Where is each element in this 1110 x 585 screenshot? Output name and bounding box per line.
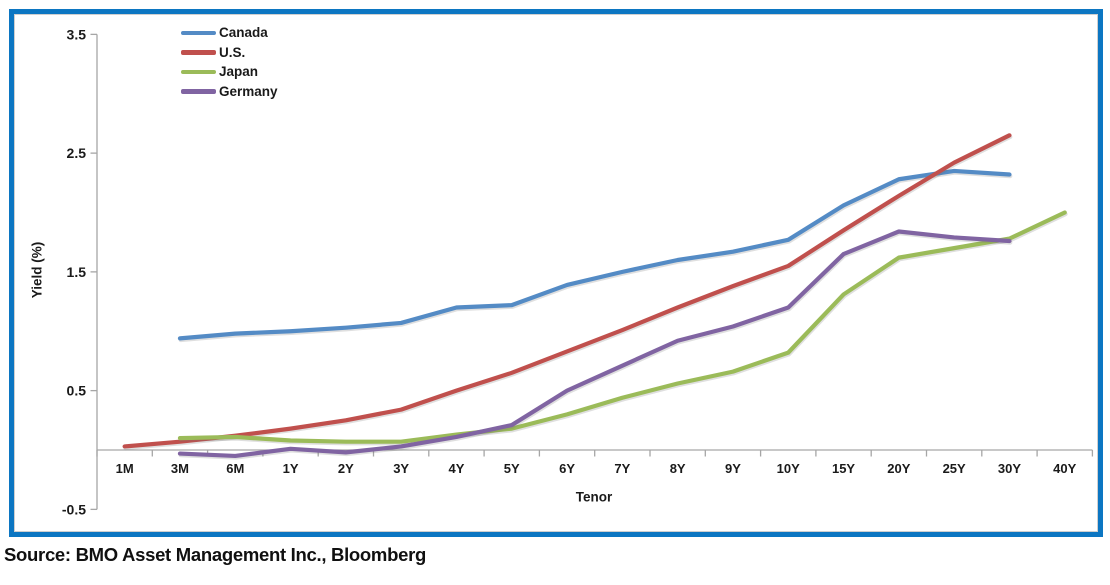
y-tick-label: 0.5 xyxy=(67,383,87,399)
legend-label: Canada xyxy=(219,25,268,40)
x-tick-label: 15Y xyxy=(832,461,855,476)
legend-label: Japan xyxy=(219,64,259,79)
x-tick-label: 5Y xyxy=(504,461,520,476)
legend-swatch xyxy=(181,30,216,35)
x-tick-label: 3M xyxy=(171,461,189,476)
legend-swatch xyxy=(181,50,216,55)
legend-item-canada: Canada xyxy=(181,23,278,43)
x-tick-label: 1M xyxy=(116,461,134,476)
series-line-us xyxy=(122,133,1012,449)
x-tick-label: 10Y xyxy=(777,461,800,476)
x-tick-label: 2Y xyxy=(338,461,354,476)
x-tick-label: 6M xyxy=(226,461,244,476)
y-tick-label: 2.5 xyxy=(67,145,87,161)
chart-legend: Canada U.S. Japan Germany xyxy=(181,23,278,101)
x-tick-label: 1Y xyxy=(283,461,299,476)
series-line-canada xyxy=(177,168,1012,341)
legend-label: Germany xyxy=(219,83,278,99)
legend-item-us: U.S. xyxy=(181,43,278,63)
x-tick-label: 3Y xyxy=(393,461,409,476)
legend-item-japan: Japan xyxy=(181,62,278,82)
legend-swatch xyxy=(181,69,216,74)
y-axis-title: Yield (%) xyxy=(29,241,45,299)
x-tick-label: 20Y xyxy=(887,461,910,476)
x-axis-title: Tenor xyxy=(575,489,613,505)
x-tick-label: 7Y xyxy=(614,461,630,476)
series-line-germany xyxy=(177,229,1012,459)
x-tick-label: 30Y xyxy=(998,461,1021,476)
x-tick-label: 4Y xyxy=(448,461,464,476)
source-caption: Source: BMO Asset Management Inc., Bloom… xyxy=(4,544,426,565)
x-tick-label: 25Y xyxy=(943,461,966,476)
x-tick-label: 40Y xyxy=(1053,461,1076,476)
y-tick-label: -0.5 xyxy=(62,501,86,517)
y-tick-label: 3.5 xyxy=(67,26,87,42)
series-line-japan xyxy=(177,210,1067,444)
y-tick-label: 1.5 xyxy=(67,264,87,280)
chart-frame: 3.5 2.5 1.5 0.5 -0.5 1M 3M 6M 1Y 2Y 3Y 4Y 5Y 6Y 7Y 8Y 9Y… xyxy=(9,9,1103,537)
series-line-shadow-us xyxy=(123,134,1013,451)
legend-swatch xyxy=(181,89,216,94)
x-tick-label: 8Y xyxy=(670,461,686,476)
x-tick-label: 9Y xyxy=(725,461,741,476)
x-tick-label: 6Y xyxy=(559,461,575,476)
legend-item-germany: Germany xyxy=(181,82,278,102)
legend-label: U.S. xyxy=(219,44,246,60)
series-line-shadow-canada xyxy=(178,170,1013,343)
